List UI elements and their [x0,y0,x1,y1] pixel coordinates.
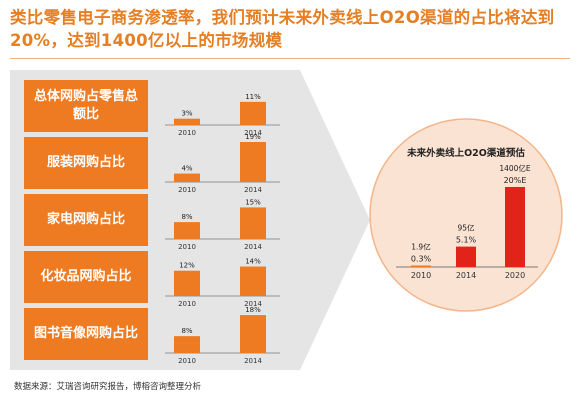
title-divider [10,58,570,59]
page-title: 类比零售电子商务渗透率，我们预计未来外卖线上O2O渠道的占比将达到20%，达到1… [10,8,555,50]
data-source-note: 数据来源：艾瑞咨询研究报告，博榕咨询整理分析 [14,382,202,392]
label-box-cosmetics: 化妆品网购占比 [24,251,148,303]
label-text-cosmetics: 化妆品网购占比 [40,269,132,284]
label-text-apparel: 服装网购占比 [46,155,125,170]
label-text-books: 图书音像网购占比 [33,326,138,341]
label-box-books: 图书音像网购占比 [24,308,148,360]
label-text-appliance: 家电网购占比 [46,212,125,227]
label-box-total: 总体网购占零售总额比 [24,80,148,132]
label-text-total: 总体网购占零售总额比 [33,89,138,122]
label-box-apparel: 服装网购占比 [24,137,148,189]
label-box-appliance: 家电网购占比 [24,194,148,246]
